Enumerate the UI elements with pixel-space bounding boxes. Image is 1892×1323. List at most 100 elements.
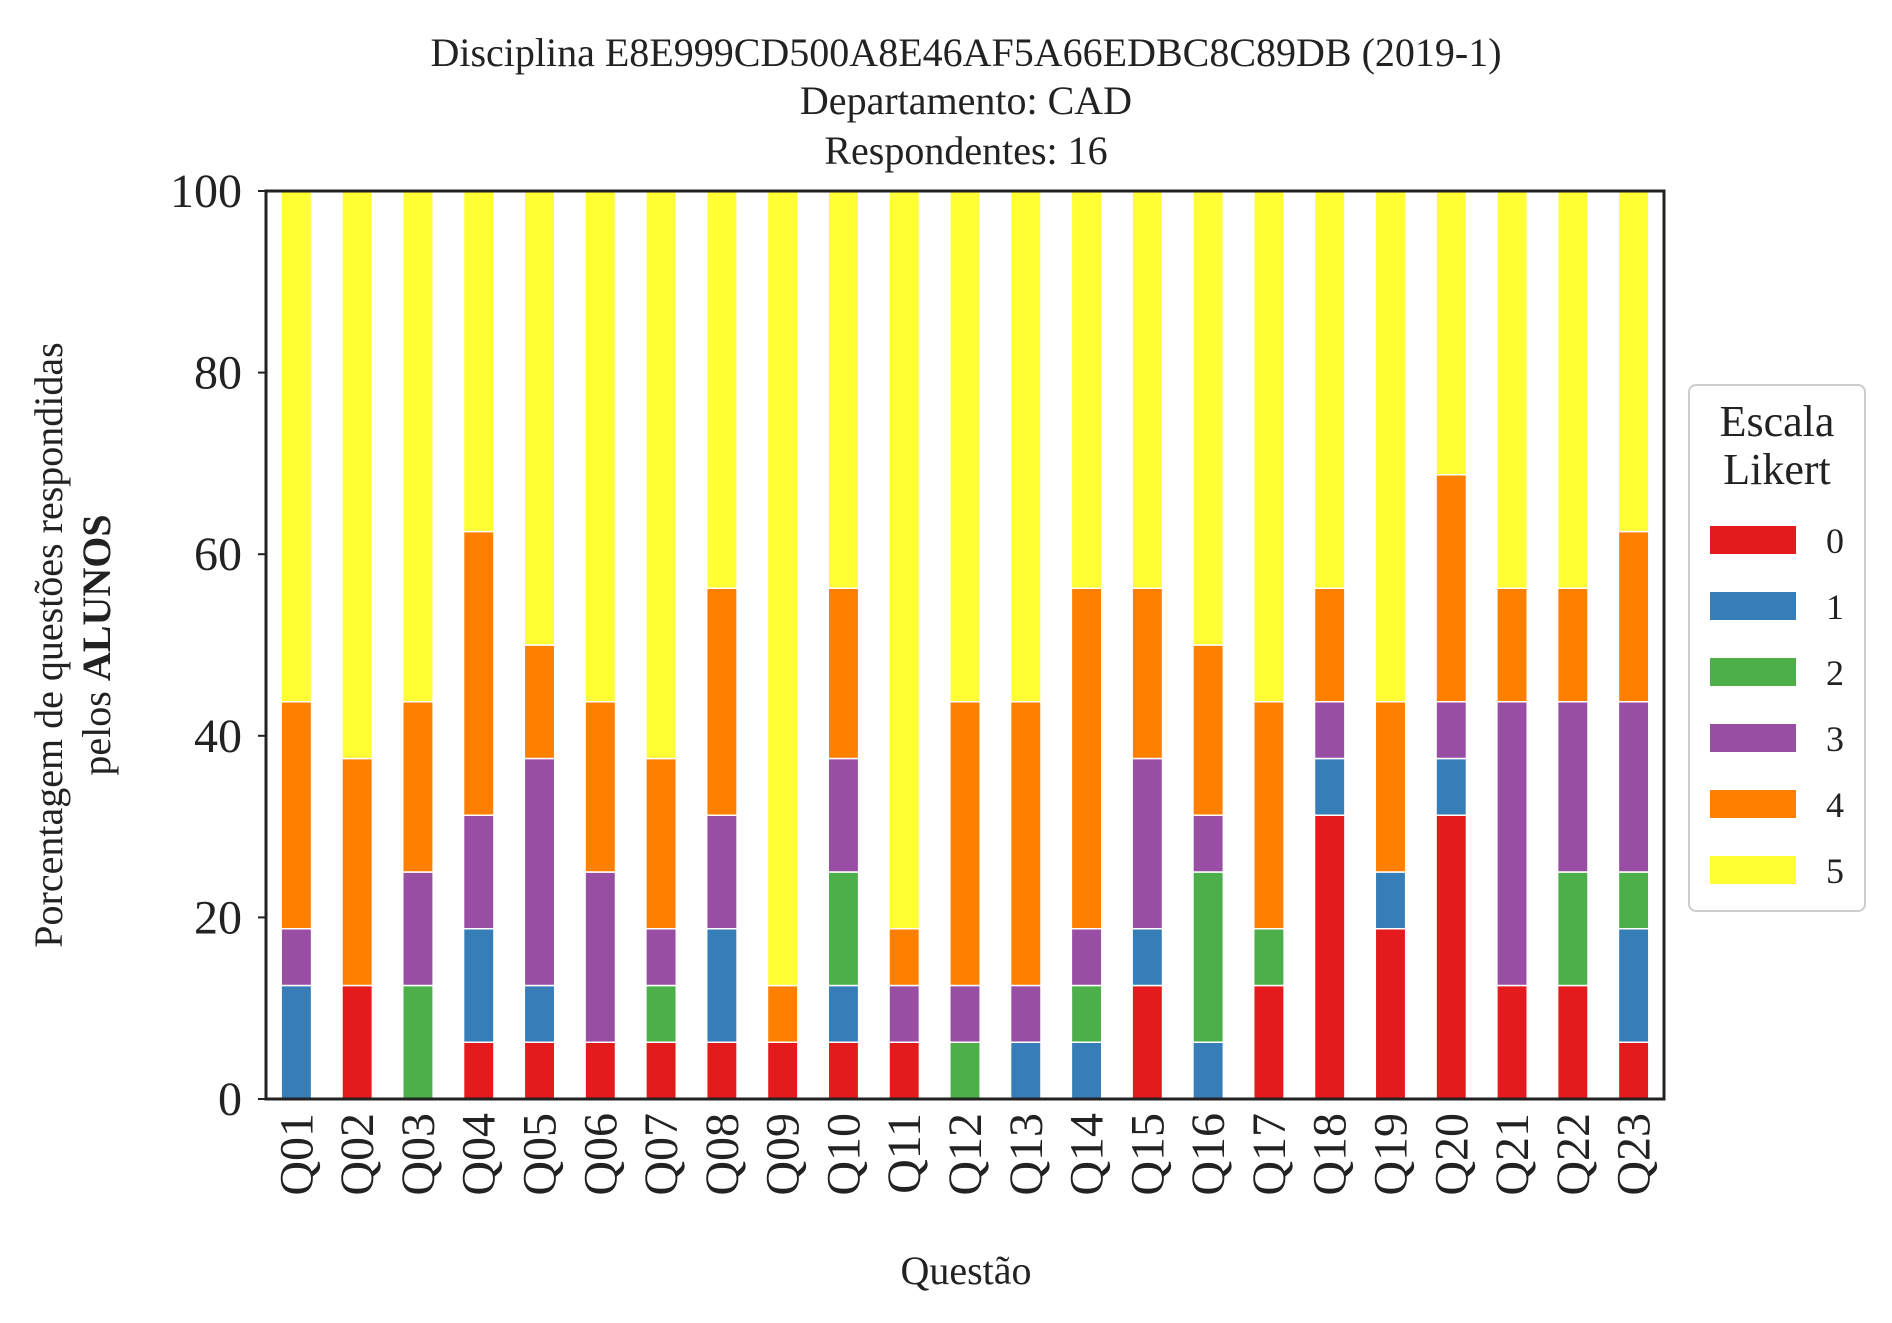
y-axis-label-prefix: pelos [74, 681, 119, 775]
legend-label-0: 0 [1826, 521, 1844, 561]
bar-q08-likert-5 [705, 190, 738, 589]
bar-q18-likert-4 [1313, 587, 1346, 703]
bar-q09-likert-4 [766, 984, 799, 1043]
x-tick-label-q19: Q19 [1364, 1113, 1417, 1196]
legend-label-5: 5 [1826, 851, 1844, 891]
bar-q16-likert-4 [1192, 644, 1225, 816]
y-tick-label: 0 [218, 1073, 242, 1126]
x-tick-label-q07: Q07 [635, 1113, 688, 1196]
bar-q11-likert-3 [888, 984, 921, 1043]
legend-swatch-4 [1710, 790, 1796, 818]
bar-q10-likert-0 [827, 1041, 860, 1100]
y-tick-label: 60 [194, 528, 242, 581]
bar-q03-likert-5 [402, 190, 434, 703]
bar-q12-likert-5 [949, 190, 981, 703]
bar-q15-likert-1 [1131, 928, 1164, 987]
x-tick-label-q04: Q04 [453, 1113, 506, 1196]
bar-q23-likert-2 [1617, 871, 1650, 930]
legend-label-2: 2 [1826, 653, 1844, 693]
bar-q19-likert-0 [1374, 928, 1407, 1100]
x-tick-label-q11: Q11 [878, 1113, 931, 1194]
bars-group [280, 190, 1650, 1100]
bar-q15-likert-0 [1131, 984, 1164, 1100]
bar-q14-likert-1 [1070, 1041, 1103, 1100]
chart-subtitle-respondents: Respondentes: 16 [824, 128, 1107, 173]
legend-label-1: 1 [1826, 587, 1844, 627]
bar-q14-likert-3 [1070, 928, 1103, 987]
bar-q05-likert-0 [523, 1041, 556, 1100]
legend-swatch-3 [1710, 724, 1796, 752]
bar-q01-likert-3 [280, 928, 313, 987]
x-tick-label-q12: Q12 [939, 1113, 992, 1196]
bar-q21-likert-3 [1496, 701, 1528, 987]
bar-q20-likert-4 [1435, 474, 1468, 703]
x-axis-ticks: Q01 Q02 Q03 Q04 Q05 Q06 Q07 Q08 Q09 Q10 Q11 Q12 Q13 Q… [270, 1113, 1660, 1196]
bar-q12-likert-3 [949, 984, 981, 1043]
legend-swatch-1 [1710, 592, 1796, 620]
bar-q20-likert-3 [1435, 701, 1468, 760]
bar-q15-likert-4 [1131, 587, 1164, 760]
y-axis-label-line2: pelos ALUNOS [74, 514, 119, 775]
plot-frame [264, 189, 1666, 1101]
bar-q20-likert-1 [1435, 757, 1468, 816]
bar-q14-likert-2 [1070, 984, 1103, 1043]
bar-q01-likert-5 [280, 190, 313, 703]
y-tick-label: 100 [170, 165, 242, 218]
bar-q15-likert-5 [1131, 190, 1164, 589]
bar-q05-likert-4 [523, 644, 556, 760]
x-axis-label: Questão [900, 1248, 1031, 1293]
bar-q07-likert-0 [645, 1041, 678, 1100]
bar-q08-likert-4 [705, 587, 738, 816]
bar-q18-likert-5 [1313, 190, 1346, 589]
bar-q23-likert-3 [1617, 701, 1650, 873]
y-axis-ticks: 0 20 40 60 80 100 [170, 165, 266, 1126]
x-tick-label-q01: Q01 [270, 1113, 323, 1196]
chart-subtitle-department: Departamento: CAD [800, 78, 1132, 123]
bar-q16-likert-5 [1192, 190, 1225, 646]
x-tick-label-q13: Q13 [1000, 1113, 1053, 1196]
bar-q17-likert-4 [1252, 701, 1285, 930]
bar-q06-likert-5 [584, 190, 617, 703]
bar-q12-likert-2 [949, 1041, 981, 1100]
bar-q11-likert-0 [888, 1041, 921, 1100]
x-tick-label-q17: Q17 [1243, 1113, 1296, 1196]
bar-q22-likert-3 [1556, 701, 1589, 873]
bar-q19-likert-5 [1374, 190, 1407, 703]
bar-q06-likert-0 [584, 1041, 617, 1100]
bar-q01-likert-1 [280, 984, 313, 1100]
bar-q12-likert-4 [949, 701, 981, 987]
bar-q07-likert-3 [645, 928, 678, 987]
bar-q08-likert-3 [705, 814, 738, 930]
x-tick-label-q23: Q23 [1608, 1113, 1661, 1196]
bar-q20-likert-5 [1435, 190, 1468, 476]
x-tick-label-q16: Q16 [1182, 1113, 1235, 1196]
bar-q04-likert-0 [462, 1041, 495, 1100]
chart-title: Disciplina E8E999CD500A8E46AF5A66EDBC8C8… [430, 30, 1501, 75]
y-tick-label: 40 [194, 710, 242, 763]
bar-q01-likert-4 [280, 701, 313, 930]
x-tick-label-q21: Q21 [1486, 1113, 1539, 1196]
bar-q04-likert-3 [462, 814, 495, 930]
bar-q02-likert-4 [341, 757, 374, 987]
bar-q22-likert-0 [1556, 984, 1589, 1100]
bar-q11-likert-4 [888, 928, 921, 987]
bar-q13-likert-4 [1009, 701, 1042, 987]
bar-q10-likert-5 [827, 190, 860, 589]
bar-q04-likert-4 [462, 530, 495, 816]
bar-q17-likert-0 [1252, 984, 1285, 1100]
y-axis-label-line1: Porcentagem de questões respondidas [26, 342, 71, 947]
bar-q10-likert-2 [827, 871, 860, 987]
bar-q18-likert-3 [1313, 701, 1346, 760]
x-tick-label-q02: Q02 [331, 1113, 384, 1196]
bar-q14-likert-5 [1070, 190, 1103, 589]
bar-q07-likert-4 [645, 757, 678, 930]
x-tick-label-q14: Q14 [1061, 1113, 1114, 1196]
bar-q23-likert-1 [1617, 928, 1650, 1043]
bar-q03-likert-2 [402, 984, 434, 1100]
bar-q20-likert-0 [1435, 814, 1468, 1100]
bar-q04-likert-1 [462, 928, 495, 1043]
bar-q08-likert-0 [705, 1041, 738, 1100]
bar-q08-likert-1 [705, 928, 738, 1043]
bar-q09-likert-5 [766, 190, 799, 987]
bar-q21-likert-0 [1496, 984, 1528, 1100]
